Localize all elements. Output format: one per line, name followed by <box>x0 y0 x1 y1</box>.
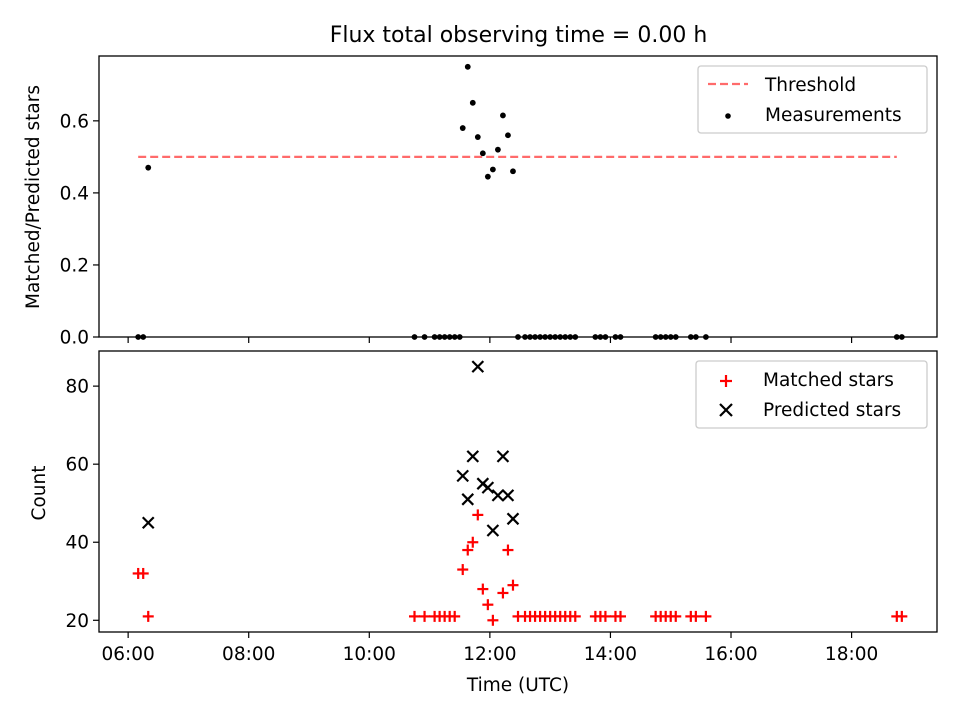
predicted-star-point <box>481 481 495 494</box>
legend-matched-swatch <box>720 375 732 387</box>
measurement-point <box>500 112 506 119</box>
matched-star-point <box>670 610 682 622</box>
measurement-point <box>479 150 486 157</box>
predicted-star-point <box>141 516 155 530</box>
bottom-data-layer <box>132 360 908 626</box>
legend-predicted-swatch <box>719 403 733 417</box>
bottom-legend-frame <box>695 360 928 429</box>
measurement-point <box>495 146 501 153</box>
matched-star-point <box>700 610 712 622</box>
measurement-point <box>484 173 491 180</box>
matched-star-point <box>896 610 908 622</box>
top-y-ticks: 0.0 0.2 0.4 0.6 <box>60 111 99 349</box>
bottom-legend: Matched stars Predicted stars <box>695 360 928 429</box>
y-tick-label: 0.6 <box>60 111 89 132</box>
predicted-star-point <box>486 524 500 537</box>
predicted-star-point <box>501 489 515 502</box>
matched-star-point <box>449 610 461 622</box>
measurement-point <box>474 134 481 140</box>
predicted-star-point <box>461 493 475 506</box>
matched-star-point <box>409 610 421 622</box>
predicted-star-point <box>456 469 470 483</box>
matched-star-point <box>690 610 702 622</box>
x-tick-label: 12:00 <box>463 644 516 665</box>
top-y-axis-label: Matched/Predicted stars <box>23 85 44 309</box>
matched-star-point <box>137 567 149 579</box>
matched-star-point <box>502 544 514 556</box>
y-tick-label: 20 <box>65 611 89 632</box>
y-tick-label: 0.4 <box>60 183 89 204</box>
matched-star-point <box>142 610 154 622</box>
x-tick-label: 08:00 <box>222 644 275 665</box>
x-axis-label: Time (UTC) <box>466 675 569 696</box>
bottom-y-ticks: 20 40 60 80 <box>65 377 99 632</box>
top-axes-frame <box>98 55 938 338</box>
bottom-y-axis-label: Count <box>29 466 50 521</box>
x-tick-label: 16:00 <box>704 644 757 665</box>
y-tick-label: 40 <box>65 533 89 554</box>
matched-star-point <box>472 509 484 521</box>
predicted-star-point <box>471 360 485 373</box>
matched-star-point <box>614 610 626 622</box>
matched-star-point <box>477 583 489 595</box>
predicted-star-point <box>496 450 510 463</box>
matched-star-point <box>569 610 581 622</box>
legend-matched-label: Matched stars <box>763 370 894 391</box>
y-tick-label: 0.2 <box>60 255 89 276</box>
measurement-point <box>464 63 471 70</box>
matched-star-point <box>599 610 611 622</box>
top-panel: 0.0 0.2 0.4 0.6 Matched/Predicted stars Thr… <box>23 55 938 349</box>
chart-title: Flux total observing time = 0.00 h <box>330 23 708 48</box>
x-tick-label: 14:00 <box>584 644 637 665</box>
x-tick-label: 18:00 <box>825 644 878 665</box>
matched-star-point <box>482 599 494 611</box>
measurement-point <box>459 125 466 131</box>
predicted-star-point <box>466 450 480 463</box>
y-tick-label: 80 <box>65 377 89 398</box>
y-tick-label: 0.0 <box>60 328 89 349</box>
measurement-point <box>469 99 476 106</box>
bottom-panel: 20 40 60 80 06:00 08:00 10:00 12:00 14:00 16:00 1… <box>29 350 938 696</box>
matched-star-point <box>419 610 431 622</box>
matched-star-point <box>487 614 499 626</box>
measurement-point <box>489 166 496 173</box>
bottom-x-ticks: 06:00 08:00 10:00 12:00 14:00 16:00 18:00 <box>101 632 878 665</box>
matched-star-point <box>497 587 509 599</box>
measurement-point <box>505 132 511 139</box>
predicted-star-point <box>491 489 505 502</box>
matched-star-point <box>507 579 519 591</box>
top-legend-frame <box>697 65 928 134</box>
legend-predicted-label: Predicted stars <box>763 400 901 421</box>
bottom-axes-frame <box>98 350 938 633</box>
measurement-point <box>510 168 516 175</box>
matched-star-point <box>457 564 469 576</box>
predicted-star-point <box>506 512 520 526</box>
x-tick-label: 06:00 <box>101 644 154 665</box>
top-legend: Threshold Measurements <box>697 65 928 134</box>
legend-threshold-label: Threshold <box>764 75 856 96</box>
legend-measurements-label: Measurements <box>765 105 902 126</box>
matched-star-point <box>462 544 474 556</box>
y-tick-label: 60 <box>65 455 89 476</box>
x-tick-label: 10:00 <box>343 644 396 665</box>
legend-measurements-swatch <box>725 113 731 119</box>
measurement-point <box>145 164 152 171</box>
matched-star-point <box>467 536 479 548</box>
top-x-ticks <box>127 337 853 343</box>
